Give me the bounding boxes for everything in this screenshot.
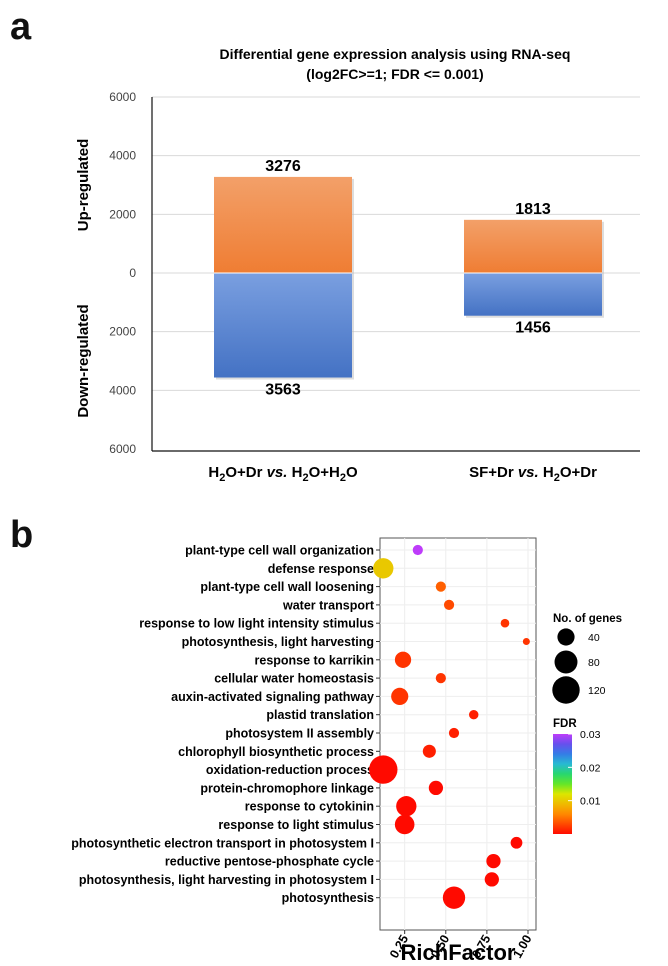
data-label-up: 1813 [515,201,551,218]
y-tick-label: photosystem II assembly [225,727,374,741]
y-tick-label: 2000 [109,207,136,221]
y-tick-label: photosynthetic electron transport in pho… [71,836,374,850]
color-legend-bar [553,734,572,834]
size-legend-title: No. of genes [553,613,622,625]
color-legend-label: 0.01 [580,796,601,808]
bar-down-regulated [464,273,602,316]
chart-title: Differential gene expression analysis us… [220,46,571,62]
panel-b-letter: b [10,514,34,556]
y-tick-label: photosynthesis, light harvesting in phot… [79,873,374,887]
y-tick-label: protein-chromophore linkage [200,781,374,795]
y-tick-label: plastid translation [266,708,374,722]
panel-a-letter: a [10,6,32,48]
bar-chart-deg: Differential gene expression analysis us… [75,46,640,484]
y-tick-label: response to light stimulus [218,818,374,832]
y-tick-label: 6000 [109,442,136,456]
color-legend-title: FDR [553,718,577,730]
y-tick-label: defense response [268,562,374,576]
data-label-up: 3276 [265,158,301,175]
x-category-label: SF+Dr vs. H2O+Dr [469,464,597,484]
data-point [428,780,444,796]
y-tick-label: response to karrikin [255,653,375,667]
data-point [373,558,394,579]
data-label-down: 1456 [515,320,551,337]
y-tick-label: plant-type cell wall organization [185,544,374,558]
data-point [422,744,436,758]
bar-up-regulated [464,219,602,273]
y-tick-label: response to cytokinin [245,800,374,814]
y-label-up: Up-regulated [75,139,92,232]
bar-down-regulated [214,273,352,378]
data-point [391,687,409,705]
data-point [484,872,499,887]
y-tick-label: water transport [282,598,375,612]
size-legend-label: 80 [588,657,600,669]
y-tick-label: 2000 [109,325,136,339]
y-tick-label: 4000 [109,383,136,397]
y-tick-label: photosynthesis, light harvesting [182,635,374,649]
data-point [510,836,523,849]
x-category-label: H2O+Dr vs. H2O+H2O [208,464,358,484]
data-point [469,709,479,720]
y-tick-label: chlorophyll biosynthetic process [178,745,374,759]
size-legend-label: 120 [588,685,606,697]
data-point [500,618,510,628]
y-tick-label: oxidation-reduction process [206,763,374,777]
y-tick-label: auxin-activated signaling pathway [171,690,374,704]
y-tick-label: 4000 [109,149,136,163]
data-point [394,814,415,835]
x-axis-label: RichFactor [401,940,516,965]
data-point [435,581,446,592]
data-point [396,796,417,817]
y-label-down: Down-regulated [75,304,92,417]
y-tick-label: 6000 [109,90,136,104]
data-point [443,599,455,610]
size-legend-circle [554,650,578,674]
y-tick-label: plant-type cell wall loosening [200,580,374,594]
data-point [394,651,412,668]
size-legend-circle [557,628,575,646]
color-legend-label: 0.03 [580,729,601,741]
color-legend-label: 0.02 [580,762,601,774]
data-point [522,637,530,646]
chart-subtitle: (log2FC>=1; FDR <= 0.001) [306,66,483,82]
size-legend-label: 40 [588,632,600,644]
data-point [486,853,501,869]
y-tick-label: cellular water homeostasis [214,672,374,686]
y-tick-label: response to low light intensity stimulus [139,617,374,631]
data-point [435,673,446,684]
data-point [369,755,398,784]
data-label-down: 3563 [265,382,301,399]
y-tick-label: reductive pentose-phosphate cycle [165,855,374,869]
y-tick-label: 0 [129,266,136,280]
data-point [442,886,466,909]
y-tick-label: photosynthesis [282,891,374,905]
bar-up-regulated [214,176,352,273]
size-legend-circle [552,676,580,704]
data-point [448,727,460,739]
data-point [412,544,423,556]
